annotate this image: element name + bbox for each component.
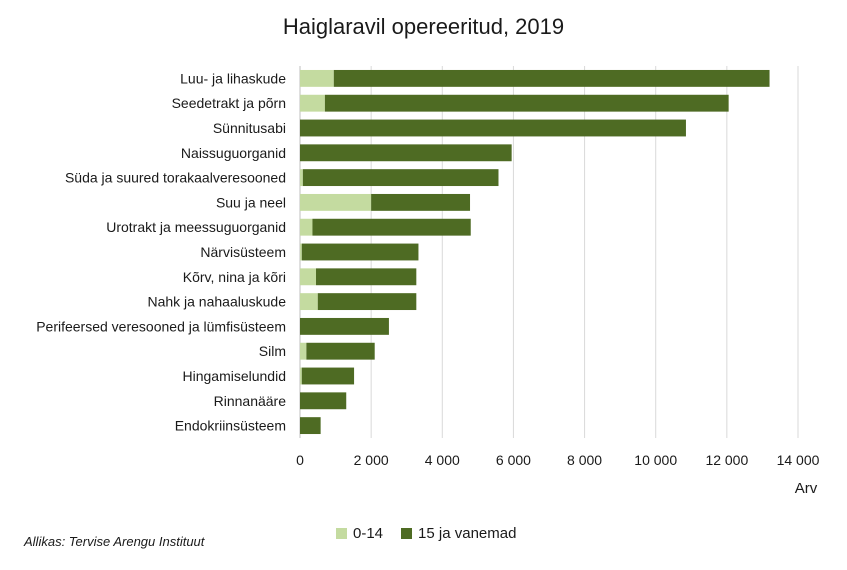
category-label: Rinnanääre — [214, 393, 287, 409]
category-label: Urotrakt ja meessuguorganid — [106, 219, 286, 235]
category-label: Närvisüsteem — [200, 244, 286, 260]
x-tick-label: 4 000 — [425, 452, 460, 468]
x-tick-label: 14 000 — [777, 452, 820, 468]
x-tick-label: 10 000 — [634, 452, 677, 468]
bar-segment — [300, 119, 686, 137]
bar-segment — [300, 268, 317, 286]
legend-swatch-15-ja-vanemad — [401, 528, 413, 539]
legend-label-15-ja-vanemad: 15 ja vanemad — [418, 525, 517, 542]
category-label: Nahk ja nahaaluskude — [147, 294, 286, 310]
category-label: Naissuguorganid — [181, 145, 286, 161]
bar-segment — [300, 293, 318, 311]
bar-segment — [306, 342, 375, 360]
legend-item-15-ja-vanemad: 15 ja vanemad — [401, 525, 516, 542]
bar-segment — [300, 392, 347, 410]
chart-title: Haiglaravil opereeritud, 2019 — [282, 14, 565, 39]
x-tick-label: 2 000 — [354, 452, 389, 468]
legend: 0-14 15 ja vanemad — [336, 525, 534, 542]
bar-segment — [300, 94, 325, 112]
bar-segment — [317, 293, 417, 311]
bar-segment — [300, 342, 307, 360]
bar-segment — [300, 144, 512, 162]
bar-segment — [324, 94, 729, 112]
category-label: Perifeersed veresooned ja lümfisüsteem — [36, 318, 286, 334]
x-tick-label: 0 — [296, 452, 304, 468]
category-label: Kõrv, nina ja kõri — [183, 269, 286, 285]
bar-segment — [333, 69, 770, 87]
bar-segment — [300, 69, 334, 87]
bar-segment — [301, 367, 355, 385]
bar-segment — [371, 193, 471, 211]
bar-segment — [300, 367, 302, 385]
bar-segment — [312, 218, 471, 236]
category-label: Luu- ja lihaskude — [180, 70, 286, 86]
x-axis-title: Arv — [795, 480, 818, 497]
legend-label-0-14: 0-14 — [353, 525, 384, 542]
legend-swatch-0-14 — [336, 528, 347, 539]
category-label: Hingamiselundid — [182, 368, 286, 384]
bar-segment — [316, 268, 417, 286]
category-label: Endokriinsüsteem — [175, 418, 286, 434]
x-tick-label: 8 000 — [567, 452, 602, 468]
bar-segment — [302, 169, 499, 187]
bar-segment — [301, 243, 419, 261]
x-tick-label: 12 000 — [705, 452, 748, 468]
category-label: Sünnitusabi — [213, 120, 286, 136]
bar-segment — [300, 317, 389, 335]
category-label: Seedetrakt ja põrn — [172, 95, 286, 111]
bar-segment — [300, 417, 321, 435]
bar-segment — [300, 169, 303, 187]
legend-item-0-14: 0-14 — [336, 525, 383, 542]
bar-segment — [300, 218, 313, 236]
bar-segment — [300, 193, 372, 211]
category-label: Süda ja suured torakaalveresooned — [65, 170, 286, 186]
bar-segment — [300, 243, 302, 261]
x-tick-label: 6 000 — [496, 452, 531, 468]
category-label: Suu ja neel — [216, 194, 286, 210]
source-note: Allikas: Tervise Arengu Instituut — [24, 534, 205, 549]
category-label: Silm — [259, 343, 286, 359]
